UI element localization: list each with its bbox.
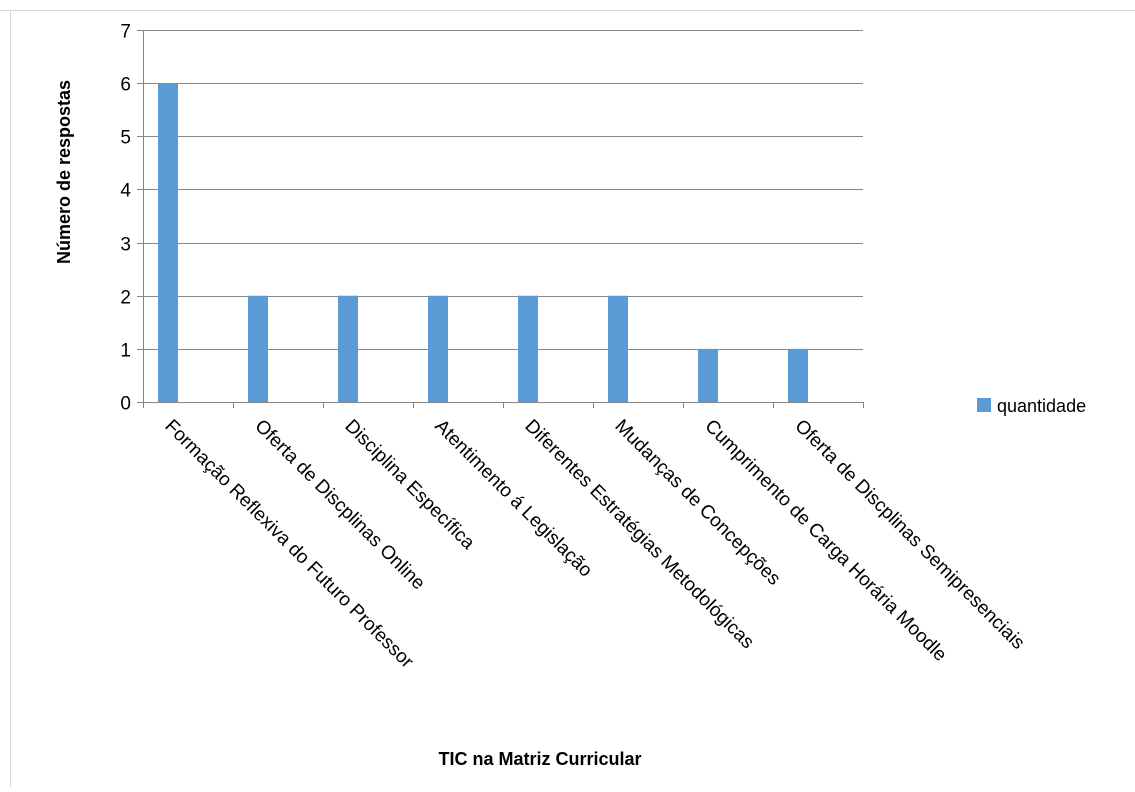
- y-tick-label: 2: [120, 288, 131, 309]
- y-tick-label: 0: [120, 394, 131, 415]
- bar: [338, 295, 358, 402]
- bar: [428, 295, 448, 402]
- x-tick-label: Oferta de Discplinas Online: [250, 416, 428, 594]
- y-tick-label: 1: [120, 341, 131, 362]
- y-tick-label: 7: [120, 22, 131, 43]
- bar: [248, 295, 268, 402]
- y-axis-label: Número de respostas: [54, 80, 74, 264]
- bar: [158, 83, 178, 403]
- y-tick-label: 4: [120, 181, 131, 202]
- bar: [788, 348, 808, 402]
- y-tick-label: 6: [120, 75, 131, 96]
- legend-label: quantidade: [997, 396, 1086, 416]
- x-tick-label: Atentimento á Legislação: [430, 416, 596, 582]
- legend: quantidade: [977, 396, 1086, 416]
- bar: [518, 295, 538, 402]
- x-tick-label: Mudanças de Concepções: [610, 416, 784, 590]
- y-tick-label: 3: [120, 235, 131, 256]
- axes: [137, 30, 864, 408]
- bar: [698, 348, 718, 402]
- bar: [608, 295, 628, 402]
- y-tick-label: 5: [120, 128, 131, 149]
- bars: [158, 83, 808, 403]
- x-axis-label: TIC na Matriz Curricular: [438, 749, 641, 769]
- legend-swatch: [977, 398, 991, 412]
